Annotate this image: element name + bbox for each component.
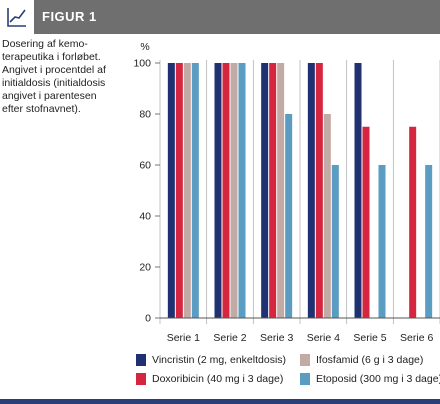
bottom-rule <box>0 399 440 404</box>
chart-legend: Vincristin (2 mg, enkeltdosis) Ifosfamid … <box>130 352 440 398</box>
header-icon-box <box>0 0 34 34</box>
x-tick-label: Serie 1 <box>167 332 200 344</box>
bar <box>425 165 433 318</box>
figure-title: FIGUR 1 <box>42 9 97 24</box>
bar <box>214 63 222 318</box>
legend-item: Vincristin (2 mg, enkeltdosis) <box>136 352 286 368</box>
x-tick-label: Serie 4 <box>307 332 340 344</box>
legend-label: Vincristin (2 mg, enkeltdosis) <box>152 354 287 366</box>
bar <box>362 126 370 318</box>
bar <box>285 114 293 318</box>
bar <box>167 63 175 318</box>
x-tick-label: Serie 6 <box>400 332 433 344</box>
bar <box>378 165 386 318</box>
bar <box>277 63 285 318</box>
bar <box>261 63 269 318</box>
y-tick-label: 0 <box>145 313 151 325</box>
bar <box>175 63 183 318</box>
x-tick-label: Serie 2 <box>213 332 246 344</box>
legend-swatch <box>300 354 310 366</box>
y-axis-label: % <box>140 41 149 53</box>
bar-layer <box>167 63 433 318</box>
x-tick-label: Serie 5 <box>353 332 386 344</box>
line-chart-icon <box>7 8 26 27</box>
y-tick-label: 100 <box>133 58 151 70</box>
figure-caption: Dosering af kemo- terapeutika i forløbet… <box>2 38 106 115</box>
bar <box>323 114 331 318</box>
legend-label: Ifosfamid (6 g i 3 dage) <box>316 354 424 366</box>
legend-swatch <box>136 373 146 385</box>
bar <box>307 63 315 318</box>
bar <box>183 63 191 318</box>
bar <box>331 165 339 318</box>
legend-swatch <box>300 373 310 385</box>
axis-layer: % 0 20 40 60 80 100 Serie 1 Serie 2 Serie 3 Serie … <box>133 41 440 344</box>
y-tick-label: 40 <box>139 211 151 223</box>
legend-label: Doxoribicin (40 mg i 3 dage) <box>152 373 284 385</box>
y-tick-label: 80 <box>139 109 151 121</box>
legend-item: Ifosfamid (6 g i 3 dage) <box>300 352 423 368</box>
bar <box>354 63 362 318</box>
legend-item: Etoposid (300 mg i 3 dage) <box>300 371 440 387</box>
bar <box>230 63 238 318</box>
legend-item: Doxoribicin (40 mg i 3 dage) <box>136 371 283 387</box>
legend-label: Etoposid (300 mg i 3 dage) <box>316 373 440 385</box>
bar <box>191 63 199 318</box>
grid-layer <box>159 60 440 324</box>
legend-swatch <box>136 354 146 366</box>
bar <box>315 63 323 318</box>
bar <box>409 126 417 318</box>
figure-header: FIGUR 1 <box>0 0 440 34</box>
bar-chart: % 0 20 40 60 80 100 Serie 1 Serie 2 Serie 3 Serie … <box>133 41 440 344</box>
bar <box>269 63 277 318</box>
x-tick-label: Serie 3 <box>260 332 293 344</box>
bar <box>238 63 246 318</box>
y-tick-label: 20 <box>139 262 151 274</box>
y-tick-label: 60 <box>139 160 151 172</box>
bar <box>222 63 230 318</box>
